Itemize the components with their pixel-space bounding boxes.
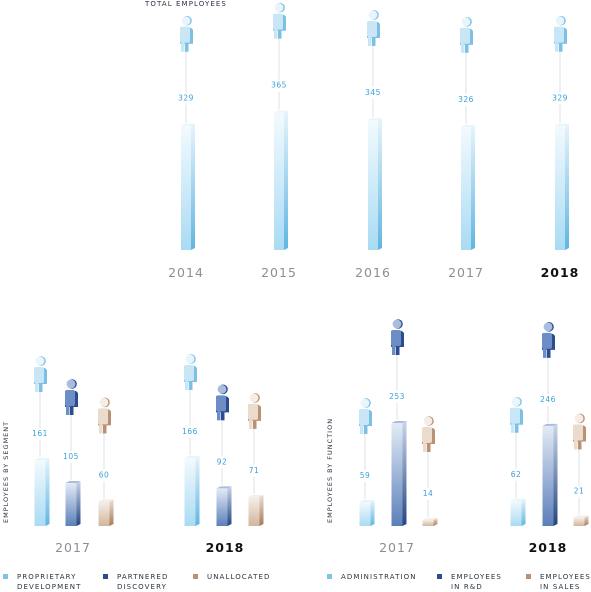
person-icon	[422, 416, 435, 452]
bar	[461, 124, 475, 250]
person-icon	[367, 10, 380, 46]
person-icon	[359, 398, 372, 434]
bar	[368, 117, 382, 250]
value-label: 161	[32, 429, 48, 438]
year-label: 2016	[355, 265, 391, 280]
legend-label: EMPLOYEES	[451, 573, 502, 581]
bar	[216, 486, 232, 526]
value-label: 21	[574, 486, 585, 495]
value-label: 365	[271, 81, 287, 90]
legend-swatch	[103, 574, 108, 579]
legend-label: IN SALES	[540, 583, 581, 591]
person-icon	[65, 379, 78, 415]
person-icon	[184, 354, 197, 390]
legend-swatch	[526, 574, 531, 579]
value-label: 345	[365, 88, 381, 97]
value-label: 326	[458, 95, 474, 104]
value-label: 253	[389, 392, 405, 401]
total-employees-title: TOTAL EMPLOYEES	[145, 0, 227, 8]
bar	[65, 480, 81, 526]
bar	[391, 421, 407, 526]
value-label: 62	[511, 470, 522, 479]
value-label: 14	[423, 489, 434, 498]
person-icon	[573, 413, 586, 450]
person-icon	[273, 2, 286, 39]
year-label: 2018	[206, 540, 245, 555]
legend-swatch	[193, 574, 198, 579]
person-icon	[248, 393, 261, 429]
bar	[555, 123, 569, 250]
legend-label: UNALLOCATED	[207, 573, 271, 581]
year-label: 2017	[379, 540, 415, 555]
legend-label: ADMINISTRATION	[341, 573, 417, 581]
value-label: 60	[99, 470, 110, 479]
person-icon	[391, 319, 404, 355]
bar	[98, 499, 114, 526]
year-label: 2017	[55, 540, 91, 555]
year-label: 2015	[261, 265, 297, 280]
person-icon	[216, 384, 229, 421]
year-label: 2018	[529, 540, 568, 555]
bar	[248, 494, 264, 526]
value-label: 105	[63, 452, 79, 461]
year-label: 2018	[541, 265, 580, 280]
value-label: 71	[249, 466, 260, 475]
person-icon	[180, 15, 193, 52]
legend-label: DEVELOPMENT	[17, 583, 82, 591]
legend-label: PARTNERED	[117, 573, 169, 581]
bar	[510, 498, 526, 526]
value-label: 166	[182, 427, 198, 436]
person-icon	[98, 397, 111, 434]
person-icon	[554, 15, 567, 52]
legend-swatch	[3, 574, 8, 579]
year-label: 2017	[448, 265, 484, 280]
bar	[573, 515, 589, 526]
legend-swatch	[327, 574, 332, 579]
year-label: 2014	[168, 265, 204, 280]
person-icon	[510, 396, 523, 433]
bar	[181, 123, 195, 250]
bar	[274, 110, 288, 250]
person-icon	[34, 356, 47, 393]
legend-label: PROPRIETARY	[17, 573, 77, 581]
legend-label: DISCOVERY	[117, 583, 167, 591]
value-label: 92	[217, 457, 228, 466]
value-label: 246	[540, 395, 556, 404]
legend-label: IN R&D	[451, 583, 483, 591]
value-label: 329	[552, 94, 568, 103]
legend-label: EMPLOYEES	[540, 573, 591, 581]
value-label: 59	[360, 471, 371, 480]
bar	[34, 458, 50, 526]
legend-swatch	[437, 574, 442, 579]
bar	[359, 499, 375, 526]
bar	[184, 456, 200, 526]
bar	[542, 423, 558, 526]
person-icon	[542, 322, 555, 358]
bar	[422, 518, 438, 526]
value-label: 329	[178, 94, 194, 103]
person-icon	[460, 17, 473, 53]
